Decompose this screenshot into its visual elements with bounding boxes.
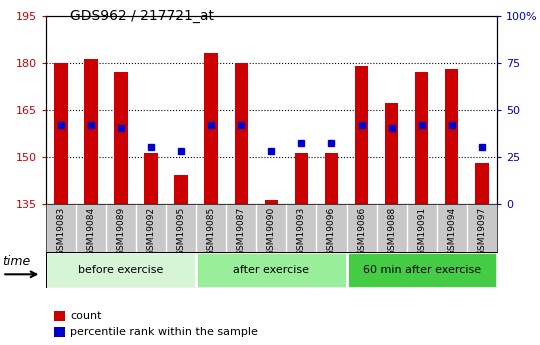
Bar	[415, 72, 428, 204]
Text: GSM19093: GSM19093	[297, 207, 306, 256]
Bar	[46, 252, 196, 288]
Text: GSM19087: GSM19087	[237, 207, 246, 256]
Text: GSM19097: GSM19097	[477, 207, 486, 256]
Text: GSM19086: GSM19086	[357, 207, 366, 256]
Bar	[475, 163, 489, 204]
Text: GSM19084: GSM19084	[86, 207, 96, 256]
Text: count: count	[70, 311, 102, 321]
Bar	[144, 154, 158, 204]
Bar	[445, 69, 458, 204]
Bar	[114, 72, 128, 204]
Text: GSM19096: GSM19096	[327, 207, 336, 256]
Text: before exercise: before exercise	[78, 265, 164, 275]
Bar	[174, 175, 188, 204]
Text: time: time	[2, 256, 31, 268]
Text: GSM19085: GSM19085	[207, 207, 216, 256]
Bar	[196, 252, 347, 288]
Bar	[355, 66, 368, 204]
Bar	[385, 103, 399, 204]
Bar	[54, 62, 68, 204]
Text: GDS962 / 217721_at: GDS962 / 217721_at	[70, 9, 214, 23]
Bar	[205, 53, 218, 204]
Text: percentile rank within the sample: percentile rank within the sample	[70, 327, 258, 337]
Text: GSM19088: GSM19088	[387, 207, 396, 256]
Bar	[84, 59, 98, 204]
Text: GSM19095: GSM19095	[177, 207, 186, 256]
Bar	[295, 154, 308, 204]
Text: GSM19083: GSM19083	[57, 207, 65, 256]
Bar	[347, 252, 497, 288]
Text: 60 min after exercise: 60 min after exercise	[362, 265, 481, 275]
Text: GSM19089: GSM19089	[117, 207, 126, 256]
Text: after exercise: after exercise	[233, 265, 309, 275]
Text: GSM19092: GSM19092	[147, 207, 156, 256]
Bar	[234, 62, 248, 204]
Text: GSM19094: GSM19094	[447, 207, 456, 256]
Text: GSM19091: GSM19091	[417, 207, 426, 256]
Text: GSM19090: GSM19090	[267, 207, 276, 256]
Bar	[325, 154, 338, 204]
Bar	[265, 200, 278, 204]
